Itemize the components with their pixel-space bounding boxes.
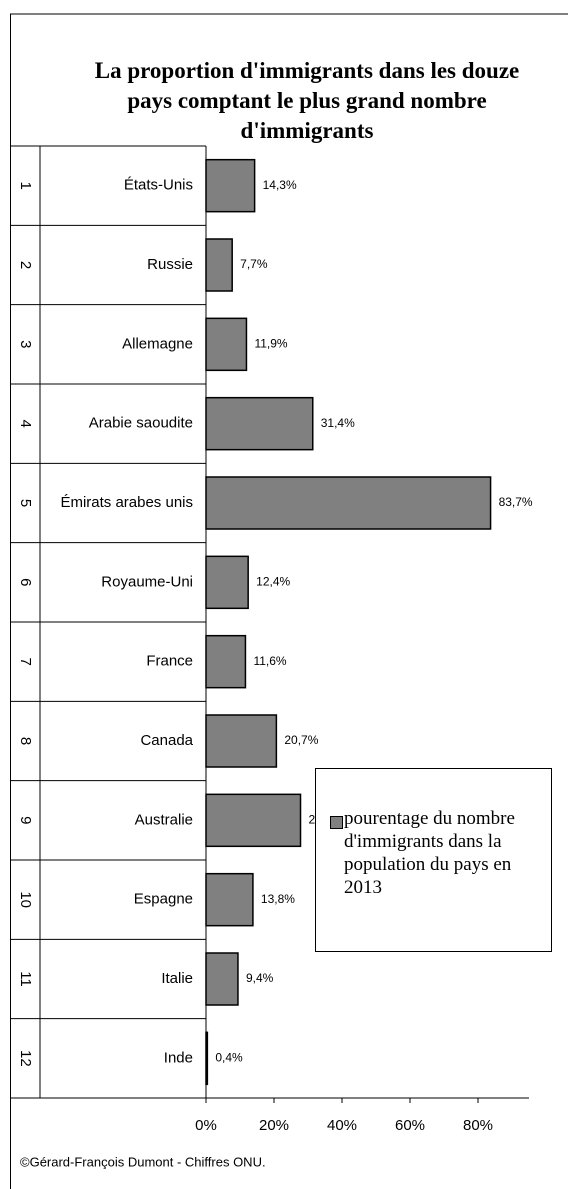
bar	[205, 952, 239, 1006]
category-label: Allemagne	[122, 335, 193, 352]
bar	[205, 1031, 209, 1086]
category-label: Italie	[161, 970, 193, 987]
rank-label: 2	[17, 261, 34, 269]
category-label: Canada	[140, 732, 193, 749]
value-label: 12,4%	[256, 575, 290, 589]
bar	[205, 872, 254, 927]
value-label: 31,4%	[321, 416, 355, 430]
category-label: Russie	[147, 256, 193, 273]
bar	[205, 396, 314, 451]
x-tick-label: 20%	[259, 1117, 289, 1134]
rank-label: 11	[17, 971, 34, 987]
category-label: Australie	[135, 811, 193, 828]
value-label: 13,8%	[261, 892, 295, 906]
bar	[205, 238, 233, 292]
value-label: 83,7%	[499, 495, 533, 509]
x-tick-label: 40%	[327, 1117, 357, 1134]
category-label: France	[146, 653, 193, 670]
value-label: 11,9%	[254, 337, 287, 351]
rank-label: 12	[17, 1050, 34, 1067]
legend-label: pourentage du nombre d'immigrants dans l…	[344, 808, 515, 898]
category-label: États-Unis	[124, 177, 193, 194]
rank-label: 5	[17, 499, 34, 507]
category-label: Émirats arabes unis	[60, 494, 193, 511]
category-label: Inde	[164, 1049, 193, 1066]
rank-label: 3	[17, 340, 34, 348]
category-label: Espagne	[134, 891, 193, 908]
rank-label: 6	[17, 578, 34, 586]
value-label: 9,4%	[246, 971, 274, 985]
legend-marker	[330, 816, 343, 829]
category-label: Royaume-Uni	[101, 573, 193, 590]
x-tick-label: 60%	[395, 1117, 425, 1134]
rank-label: 10	[17, 891, 34, 908]
value-label: 7,7%	[240, 257, 268, 271]
x-tick-label: 80%	[463, 1117, 493, 1134]
bar	[205, 634, 247, 689]
rank-label: 4	[17, 419, 34, 427]
value-label: 20,7%	[284, 733, 318, 747]
value-label: 14,3%	[263, 178, 297, 192]
bar	[205, 555, 249, 610]
bar	[205, 793, 302, 848]
category-label: Arabie saoudite	[89, 415, 193, 432]
x-tick-label: 0%	[195, 1117, 217, 1134]
legend: pourentage du nombre d'immigrants dans l…	[315, 768, 552, 952]
value-label: 11,6%	[253, 654, 286, 668]
source: ©Gérard-François Dumont - Chiffres ONU.	[20, 1154, 266, 1169]
bar	[205, 714, 278, 768]
bar	[205, 158, 256, 213]
bar	[205, 317, 248, 372]
rank-label: 7	[17, 657, 34, 665]
chart-title: La proportion d'immigrants dans les douz…	[94, 58, 520, 143]
value-label: 0,4%	[215, 1051, 243, 1065]
bar	[205, 476, 492, 530]
rank-label: 1	[17, 181, 34, 189]
rank-label: 8	[17, 737, 34, 745]
rank-label: 9	[17, 816, 34, 824]
